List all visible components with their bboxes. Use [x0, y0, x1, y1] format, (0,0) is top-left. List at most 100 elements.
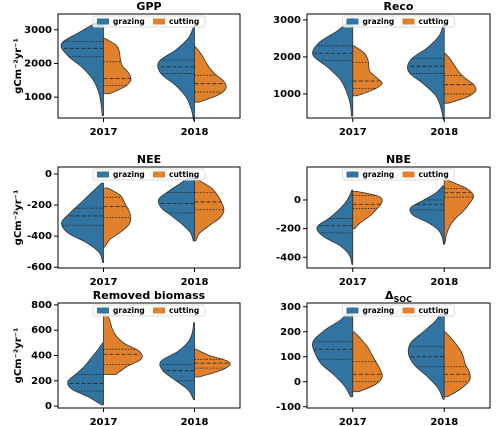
- violin-half: [352, 45, 383, 97]
- legend-label: cutting: [419, 306, 449, 315]
- y-axis-label: gCm⁻²yr⁻¹: [13, 38, 24, 94]
- x-tick-label: 2017: [339, 277, 367, 288]
- x-tick-label: 2018: [181, 417, 209, 426]
- legend-label: grazing: [113, 17, 145, 26]
- legend-box: [92, 168, 206, 181]
- y-tick-label: 3000: [273, 15, 301, 26]
- y-tick-label: 200: [280, 327, 301, 338]
- y-tick-label: -400: [27, 231, 52, 242]
- y-tick-label: -200: [276, 224, 301, 235]
- x-tick-label: 2018: [430, 277, 458, 288]
- violin-half: [352, 331, 383, 393]
- legend-label: cutting: [419, 17, 449, 26]
- title-text: Δ: [385, 289, 394, 302]
- panel-title: GPP: [136, 0, 161, 13]
- panel-title: Removed biomass: [93, 289, 206, 302]
- violin-half: [67, 342, 104, 406]
- y-tick-label: 0: [45, 401, 52, 412]
- x-tick-label: 2017: [339, 417, 367, 426]
- y-tick-label: 800: [31, 300, 52, 311]
- x-tick-label: 2017: [90, 127, 118, 138]
- y-tick-label: 3000: [24, 25, 52, 36]
- panel-title: Reco: [383, 0, 413, 13]
- title-text: Removed biomass: [93, 289, 206, 302]
- legend-label: grazing: [113, 306, 145, 315]
- panel: ΔSOC -100 0 100 200 300 2017 2018 grazing cutting: [276, 289, 491, 426]
- legend-box: [342, 304, 455, 317]
- y-tick-label: -200: [27, 200, 52, 211]
- panel-title: ΔSOC: [385, 289, 412, 304]
- violin-half: [103, 37, 132, 95]
- legend-label: grazing: [113, 170, 145, 179]
- y-tick-label: 2000: [24, 58, 52, 69]
- violin-half: [157, 173, 195, 242]
- legend-swatch: [97, 18, 109, 25]
- y-tick-label: 400: [31, 351, 52, 362]
- legend-swatch: [153, 18, 165, 25]
- y-tick-label: 1000: [273, 89, 301, 100]
- violin-half: [443, 331, 471, 398]
- legend-box: [342, 168, 455, 181]
- violin-half: [311, 308, 354, 398]
- y-tick-label: 2000: [273, 52, 301, 63]
- legend-label: grazing: [363, 306, 395, 315]
- panel: Reco 1000 2000 3000 2017 2018 grazing cutting: [273, 0, 491, 138]
- violin-half: [194, 179, 225, 242]
- violin-half: [443, 179, 475, 244]
- legend: grazing cutting: [92, 304, 206, 317]
- panel-title: NBE: [386, 153, 411, 166]
- title-text: NEE: [137, 153, 161, 166]
- panel: Removed biomass gCm⁻²yr⁻¹ 0 200 400 600 800 201…: [13, 289, 241, 426]
- legend-swatch: [153, 307, 165, 314]
- axes-frame: [306, 302, 491, 409]
- y-tick-label: 0: [45, 169, 52, 180]
- legend: grazing cutting: [342, 15, 455, 28]
- violin-half: [352, 190, 383, 230]
- violin-half: [60, 19, 104, 117]
- y-tick-label: 0: [294, 195, 301, 206]
- y-tick-label: -400: [276, 252, 301, 263]
- violin-half: [159, 322, 195, 401]
- legend: grazing cutting: [342, 304, 455, 317]
- x-tick-label: 2018: [181, 277, 209, 288]
- legend-swatch: [153, 171, 165, 178]
- violin-half: [61, 182, 104, 263]
- legend-box: [92, 304, 206, 317]
- violin-half: [312, 17, 354, 117]
- violin-half: [194, 348, 231, 378]
- y-tick-label: -600: [27, 262, 52, 273]
- legend-swatch: [346, 307, 359, 314]
- violin-half: [407, 23, 445, 121]
- y-tick-label: 200: [31, 376, 52, 387]
- legend-label: grazing: [363, 170, 395, 179]
- axes-frame: [57, 302, 241, 409]
- x-tick-label: 2017: [90, 277, 118, 288]
- legend-label: cutting: [169, 306, 199, 315]
- legend: grazing cutting: [342, 168, 455, 181]
- legend-swatch: [402, 171, 415, 178]
- legend: grazing cutting: [92, 168, 206, 181]
- panel: NEE gCm⁻²yr⁻¹ -600 -400 -200 0 2017 2018 grazing…: [13, 153, 241, 288]
- panel: NBE -400 -200 0 2017 2018 grazing cutting: [276, 153, 491, 288]
- legend-box: [92, 15, 206, 28]
- y-tick-label: 600: [31, 325, 52, 336]
- y-tick-label: 0: [294, 377, 301, 388]
- axes-frame: [57, 13, 241, 119]
- y-tick-label: 300: [280, 302, 301, 313]
- legend-swatch: [346, 18, 359, 25]
- axes-frame: [57, 166, 241, 269]
- y-axis-label: gCm⁻²yr⁻¹: [13, 190, 24, 246]
- x-tick-label: 2018: [181, 127, 209, 138]
- violin-half: [194, 46, 227, 103]
- legend-label: grazing: [363, 17, 395, 26]
- title-text: GPP: [136, 0, 161, 13]
- legend: grazing cutting: [92, 15, 206, 28]
- y-tick-label: 100: [280, 352, 301, 363]
- legend-label: cutting: [169, 170, 199, 179]
- title-text: Reco: [383, 0, 413, 13]
- violin-half: [409, 185, 445, 245]
- y-tick-label: 1000: [24, 92, 52, 103]
- x-tick-label: 2017: [339, 127, 367, 138]
